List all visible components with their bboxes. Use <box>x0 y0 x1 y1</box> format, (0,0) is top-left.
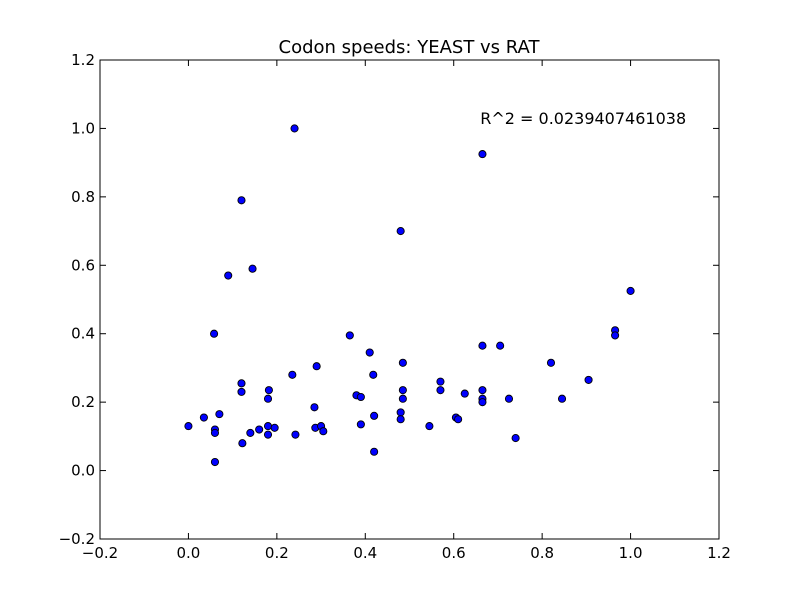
y-tick-label: 0.6 <box>71 256 95 274</box>
scatter-point <box>436 386 445 395</box>
scatter-point <box>365 348 374 357</box>
scatter-point <box>264 386 273 395</box>
scatter-point <box>398 358 407 367</box>
scatter-point <box>184 422 193 431</box>
scatter-point <box>345 331 354 340</box>
scatter-point <box>611 331 620 340</box>
scatter-point <box>398 386 407 395</box>
x-tick-label: 0.8 <box>530 544 554 562</box>
y-tick-label: 0.0 <box>71 462 95 480</box>
scatter-point <box>255 425 264 434</box>
x-tick-label: 0.4 <box>353 544 377 562</box>
scatter-point <box>370 411 379 420</box>
scatter-point <box>210 428 220 437</box>
y-tick-label: 0.4 <box>71 325 95 343</box>
scatter-point <box>398 394 407 403</box>
scatter-point <box>546 358 556 367</box>
scatter-point <box>237 387 246 396</box>
scatter-point <box>215 410 224 419</box>
scatter-point <box>370 447 379 456</box>
scatter-point <box>248 264 257 273</box>
scatter-point <box>238 439 247 448</box>
scatter-point <box>312 362 321 371</box>
scatter-point <box>263 422 273 431</box>
scatter-point <box>478 386 487 395</box>
scatter-point <box>210 457 220 467</box>
scatter-point <box>425 422 434 431</box>
scatter-point <box>584 375 593 384</box>
scatter-point <box>557 394 567 403</box>
x-tick-label: 0.6 <box>442 544 466 562</box>
x-tick-label: 1.0 <box>619 544 643 562</box>
scatter-point <box>436 377 445 386</box>
scatter-point <box>478 341 487 350</box>
chart-title: Codon speeds: YEAST vs RAT <box>279 37 541 58</box>
scatter-point <box>319 427 328 436</box>
axis-ticks: −0.2 0.0 0.2 0.4 0.6 0.8 1.0 1.2 −0.2 0.0 0.2 0.4 0.… <box>59 51 731 562</box>
y-tick-label: 0.2 <box>71 393 95 411</box>
scatter-point <box>288 370 297 379</box>
scatter-point <box>460 389 469 398</box>
scatter-point <box>210 329 219 338</box>
plot-area <box>99 59 720 540</box>
scatter-point <box>396 415 405 424</box>
y-tick-label: 1.2 <box>71 51 95 69</box>
scatter-point <box>496 341 505 350</box>
scatter-point <box>396 227 405 236</box>
scatter-point <box>237 379 246 388</box>
scatter-point <box>291 430 300 439</box>
y-tick-label: 0.8 <box>71 188 95 206</box>
scatter-point <box>454 415 463 424</box>
scatter-point <box>224 271 233 280</box>
scatter-point <box>511 434 520 443</box>
scatter-point <box>237 196 246 205</box>
x-tick-label: 0.2 <box>265 544 289 562</box>
scatter-point <box>270 423 279 432</box>
scatter-point <box>478 150 487 159</box>
scatter-point <box>246 428 255 437</box>
x-tick-label: 0.0 <box>176 544 200 562</box>
scatter-points <box>184 124 635 467</box>
scatter-point <box>356 392 365 402</box>
y-tick-label: −0.2 <box>59 530 95 548</box>
scatter-point <box>396 408 405 417</box>
scatter-point <box>199 413 208 422</box>
r-squared-annotation: R^2 = 0.0239407461038 <box>480 109 686 128</box>
x-tick-label: 1.2 <box>707 544 731 562</box>
scatter-point <box>369 370 378 379</box>
scatter-point <box>478 398 487 407</box>
scatter-point <box>263 394 273 403</box>
scatter-point <box>310 403 319 412</box>
scatter-point <box>290 124 299 133</box>
x-tick-label: −0.2 <box>82 544 118 562</box>
scatter-point <box>504 394 514 403</box>
scatter-point <box>356 420 365 429</box>
scatter-point <box>263 430 273 439</box>
y-tick-label: 1.0 <box>71 119 95 137</box>
scatter-point <box>626 286 635 295</box>
